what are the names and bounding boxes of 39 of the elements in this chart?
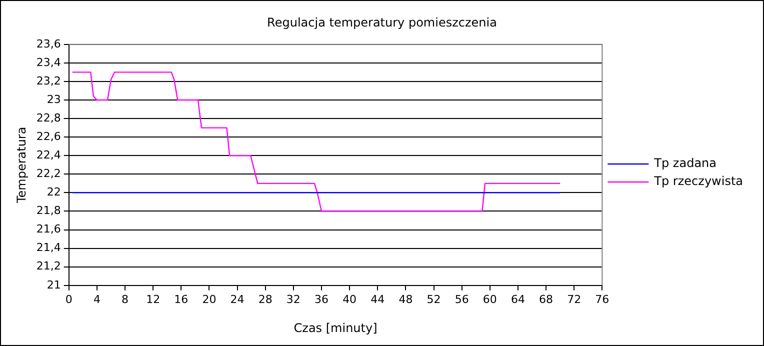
- y-tick-label: 21,4: [36, 241, 61, 254]
- x-tick-label: 12: [146, 292, 160, 306]
- y-tick-label: 22,4: [36, 148, 61, 162]
- chart-title: Regulacja temperatury pomieszczenia: [267, 15, 497, 30]
- y-axis-title: Temperatura: [14, 126, 28, 204]
- y-tick-label: 23,4: [36, 56, 61, 69]
- x-tick-label: 16: [174, 292, 188, 306]
- x-tick-label: 8: [122, 292, 129, 306]
- y-tick-label: 21: [46, 278, 61, 292]
- y-tick-label: 22: [46, 186, 61, 199]
- x-tick-label: 76: [595, 292, 610, 306]
- legend-label: Tp rzeczywista: [653, 174, 744, 188]
- x-tick-label: 4: [93, 292, 100, 306]
- y-tick-label: 23: [46, 92, 61, 106]
- x-tick-label: 36: [314, 292, 328, 306]
- x-tick-label: 56: [454, 292, 469, 306]
- x-axis-title: Czas [minuty]: [294, 320, 378, 335]
- legend-label: Tp zadana: [653, 156, 717, 170]
- y-tick-label: 21,6: [36, 222, 61, 236]
- y-tick-label: 23,2: [36, 74, 61, 88]
- x-tick-label: 40: [342, 292, 357, 306]
- y-tick-label: 21,8: [36, 204, 61, 218]
- x-tick-label: 24: [230, 292, 244, 306]
- y-tick-label: 23,6: [36, 37, 61, 50]
- x-tick-label: 68: [539, 292, 554, 306]
- x-tick-label: 20: [202, 292, 216, 306]
- x-tick-label: 0: [65, 292, 72, 306]
- x-tick-label: 52: [426, 292, 441, 306]
- x-tick-label: 72: [567, 292, 582, 306]
- x-tick-label: 60: [482, 292, 497, 306]
- y-tick-label: 22,8: [36, 111, 61, 124]
- x-tick-label: 32: [286, 292, 300, 306]
- y-tick-label: 22,2: [36, 167, 61, 180]
- y-tick-label: 21,2: [36, 260, 61, 273]
- x-tick-label: 28: [258, 292, 272, 306]
- x-tick-label: 44: [370, 292, 385, 306]
- y-tick-label: 22,6: [36, 130, 61, 143]
- x-tick-label: 64: [510, 292, 525, 306]
- x-tick-label: 48: [398, 292, 413, 306]
